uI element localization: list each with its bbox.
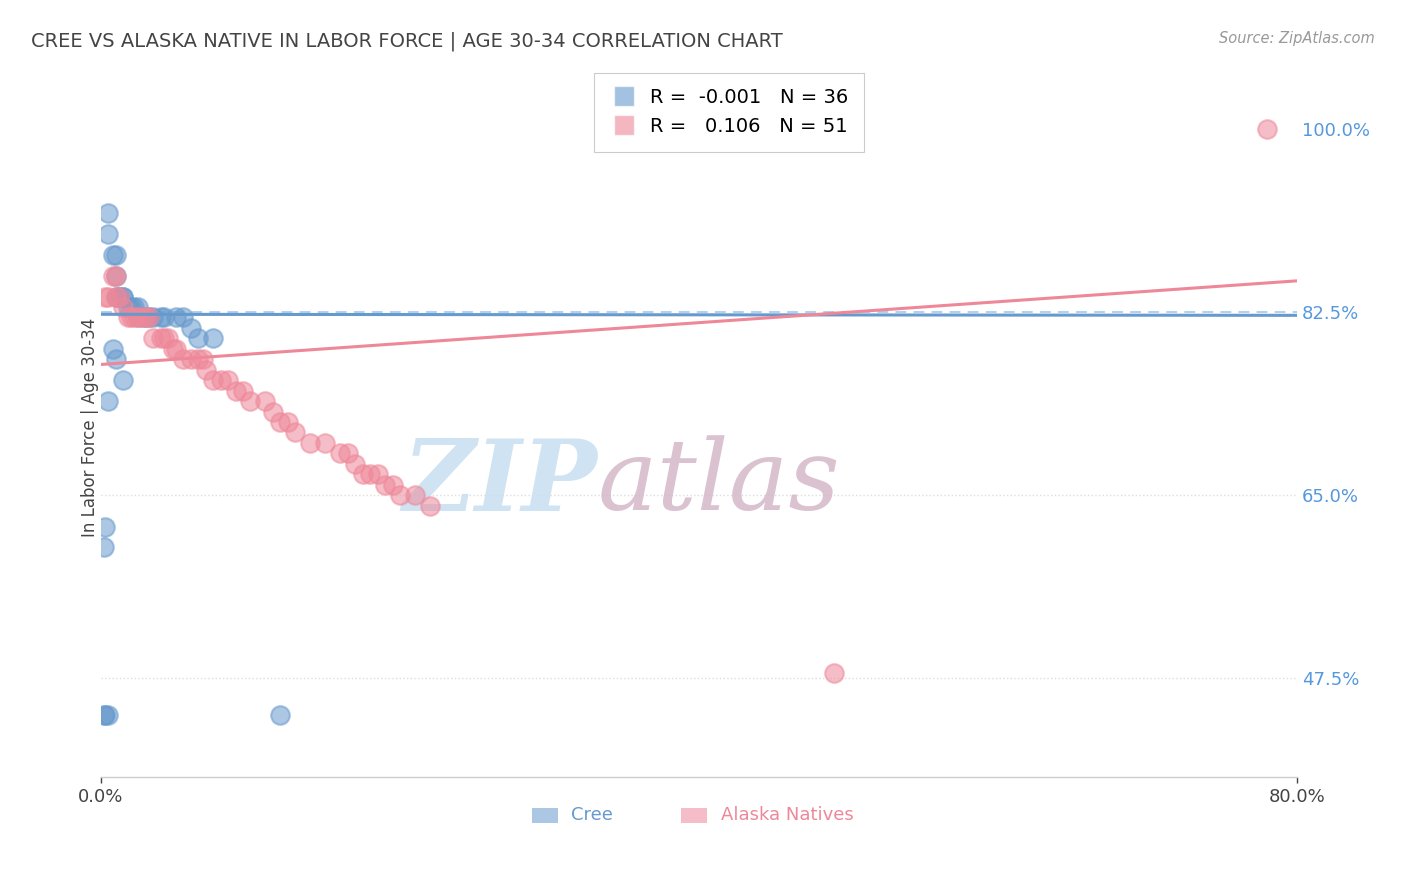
Point — [232, 384, 254, 398]
Point — [120, 300, 142, 314]
Point — [1256, 122, 1278, 136]
Point — [142, 310, 165, 325]
Point — [152, 310, 174, 325]
Text: Source: ZipAtlas.com: Source: ZipAtlas.com — [1219, 31, 1375, 46]
Point — [101, 268, 124, 283]
Point — [108, 289, 131, 303]
Point — [388, 488, 411, 502]
Point — [314, 435, 336, 450]
Point — [127, 300, 149, 314]
Text: Alaska Natives: Alaska Natives — [720, 806, 853, 824]
Point — [823, 665, 845, 680]
Point — [93, 541, 115, 555]
Point — [112, 289, 135, 303]
Point — [101, 342, 124, 356]
Point — [269, 707, 291, 722]
Point — [172, 310, 194, 325]
Point — [104, 289, 127, 303]
Point — [217, 373, 239, 387]
Point — [262, 404, 284, 418]
Y-axis label: In Labor Force | Age 30-34: In Labor Force | Age 30-34 — [82, 318, 98, 537]
Point — [329, 446, 352, 460]
Point — [117, 310, 139, 325]
Point — [94, 289, 117, 303]
Point — [277, 415, 299, 429]
Point — [187, 331, 209, 345]
Point — [97, 227, 120, 241]
Bar — [681, 807, 707, 823]
Point — [191, 352, 214, 367]
Point — [374, 477, 396, 491]
Point — [352, 467, 374, 482]
Point — [367, 467, 389, 482]
Text: Cree: Cree — [571, 806, 613, 824]
Point — [152, 331, 174, 345]
Point — [97, 206, 120, 220]
Point — [94, 707, 117, 722]
Point — [135, 310, 157, 325]
Point — [120, 310, 142, 325]
Point — [104, 268, 127, 283]
Point — [112, 289, 135, 303]
Point — [419, 499, 441, 513]
Bar — [531, 807, 558, 823]
Point — [97, 394, 120, 409]
Point — [225, 384, 247, 398]
Point — [359, 467, 381, 482]
Point — [284, 425, 307, 440]
Point — [180, 321, 202, 335]
Point — [112, 300, 135, 314]
Point — [142, 331, 165, 345]
Point — [404, 488, 426, 502]
Point — [157, 331, 180, 345]
Point — [336, 446, 359, 460]
Point — [202, 331, 225, 345]
Point — [135, 310, 157, 325]
Point — [97, 289, 120, 303]
Legend: R =  -0.001   N = 36, R =   0.106   N = 51: R = -0.001 N = 36, R = 0.106 N = 51 — [593, 73, 865, 152]
Point — [187, 352, 209, 367]
Point — [101, 248, 124, 262]
Point — [132, 310, 155, 325]
Point — [269, 415, 291, 429]
Point — [127, 310, 149, 325]
Point — [138, 310, 160, 325]
Point — [194, 362, 217, 376]
Point — [149, 331, 172, 345]
Point — [381, 477, 404, 491]
Point — [104, 352, 127, 367]
Point — [172, 352, 194, 367]
Point — [122, 300, 145, 314]
Point — [165, 342, 187, 356]
Point — [299, 435, 322, 450]
Point — [122, 310, 145, 325]
Point — [93, 707, 115, 722]
Point — [104, 268, 127, 283]
Point — [117, 300, 139, 314]
Point — [108, 289, 131, 303]
Point — [127, 310, 149, 325]
Point — [104, 289, 127, 303]
Point — [239, 394, 262, 409]
Point — [209, 373, 232, 387]
Text: atlas: atlas — [598, 435, 841, 531]
Point — [138, 310, 160, 325]
Point — [344, 457, 367, 471]
Point — [94, 519, 117, 533]
Point — [162, 342, 184, 356]
Text: CREE VS ALASKA NATIVE IN LABOR FORCE | AGE 30-34 CORRELATION CHART: CREE VS ALASKA NATIVE IN LABOR FORCE | A… — [31, 31, 783, 51]
Point — [108, 289, 131, 303]
Point — [180, 352, 202, 367]
Point — [132, 310, 155, 325]
Point — [112, 373, 135, 387]
Text: ZIP: ZIP — [402, 435, 598, 532]
Point — [254, 394, 277, 409]
Point — [104, 248, 127, 262]
Point — [165, 310, 187, 325]
Point — [149, 310, 172, 325]
Point — [202, 373, 225, 387]
Point — [97, 707, 120, 722]
